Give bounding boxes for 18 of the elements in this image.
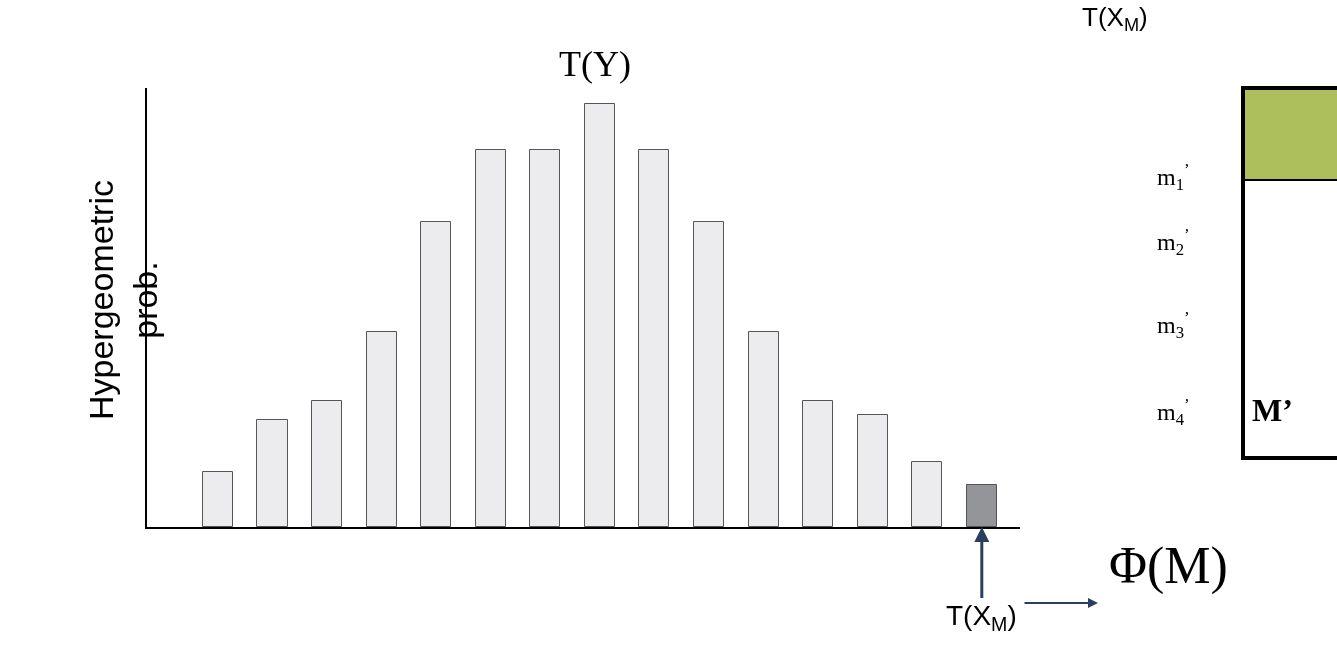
bar	[857, 414, 888, 527]
bar	[366, 331, 397, 527]
bar	[475, 149, 506, 527]
text: T(X$_{M}$)	[946, 600, 1017, 635]
bar	[420, 221, 451, 527]
bar	[911, 461, 942, 527]
bar	[529, 149, 560, 527]
bar	[802, 400, 833, 527]
bar	[311, 400, 342, 527]
bar	[693, 221, 724, 527]
chart-title: T(Y)	[559, 44, 631, 84]
bar	[638, 149, 669, 527]
text: T(X$_{M}$)	[1082, 2, 1148, 36]
bar	[748, 331, 779, 527]
text: Φ(M)	[1109, 537, 1228, 595]
bar	[256, 419, 288, 527]
bar	[202, 471, 233, 527]
bar	[584, 103, 615, 527]
